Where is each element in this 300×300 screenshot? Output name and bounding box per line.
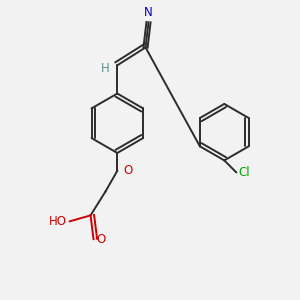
Text: O: O xyxy=(96,233,105,246)
Text: Cl: Cl xyxy=(238,166,250,179)
Text: N: N xyxy=(144,6,153,19)
Text: HO: HO xyxy=(50,215,68,228)
Text: O: O xyxy=(123,164,133,177)
Text: H: H xyxy=(101,62,110,75)
